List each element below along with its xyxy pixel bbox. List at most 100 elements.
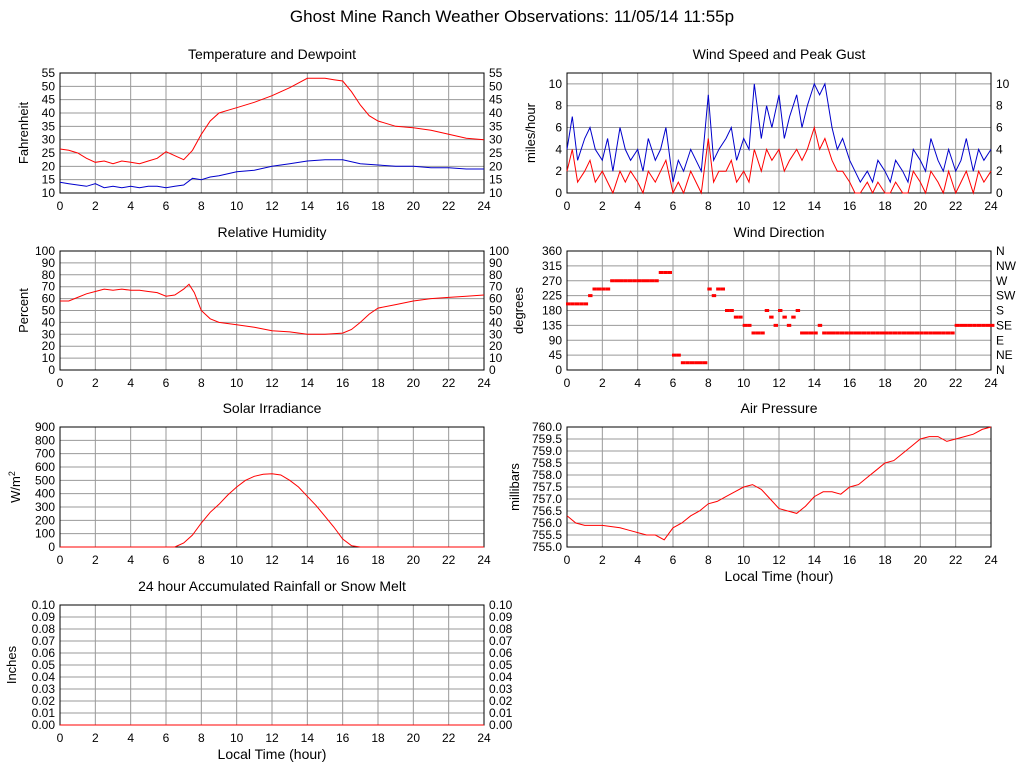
temp-ytick-label: 45 [42,93,56,107]
temp-xtick-label: 20 [407,199,421,213]
solar-xtick-label: 22 [442,553,456,567]
direction-point [672,353,677,357]
wind-ytick-label: 10 [549,77,563,91]
rain-ytick-label: 0.01 [32,706,56,720]
direction-right-tick-label: S [996,304,1004,318]
direction-ytick-label: 45 [549,348,563,362]
solar-xtick-label: 24 [477,553,491,567]
solar-xtick-label: 12 [265,553,279,567]
direction-point [711,294,717,298]
direction-point [937,331,942,335]
direction-point [619,279,624,283]
rain-right-tick-label: 0.09 [489,610,513,624]
direction-point [566,302,571,306]
direction-right-tick-label: SE [996,318,1012,332]
direction-point [755,331,761,335]
solar-ytick-label: 300 [35,500,55,514]
wind-xtick-label: 16 [843,199,857,213]
solar-xtick-label: 20 [407,553,421,567]
direction-point [738,315,743,319]
direction-point [857,331,862,335]
wind-xtick-label: 10 [737,199,751,213]
wind-title: Wind Speed and Peak Gust [693,46,866,62]
direction-point [685,361,690,365]
direction-point [923,331,929,335]
direction-point [866,331,871,335]
solar-xtick-label: 14 [301,553,315,567]
direction-point [614,279,619,283]
wind-ytick-label: 8 [555,99,562,113]
rain-xtick-label: 0 [57,731,64,745]
pressure-xlabel: Local Time (hour) [725,568,834,584]
direction-point [636,279,642,283]
solar-ytick-label: 200 [35,513,55,527]
direction-xtick-label: 6 [670,376,677,390]
direction-ytick-label: 135 [542,318,562,332]
humidity-right-tick-label: 20 [489,339,503,353]
rain-title: 24 hour Accumulated Rainfall or Snow Mel… [138,578,406,594]
direction-point [725,309,730,312]
page-title: Ghost Mine Ranch Weather Observations: 1… [289,7,735,26]
temp-right-tick-label: 40 [489,106,503,120]
direction-point [817,323,823,327]
humidity-right-tick-label: 70 [489,280,503,294]
pressure-ytick-label: 756.0 [532,516,562,530]
humidity-ylabel: Percent [16,288,31,333]
temp-xtick-label: 0 [57,199,64,213]
wind-right-tick-label: 4 [996,142,1003,156]
direction-point [963,323,968,327]
wind-xtick-label: 18 [878,199,892,213]
solar-ytick-label: 600 [35,460,55,474]
rain-xtick-label: 8 [198,731,205,745]
temp-ytick-label: 50 [42,79,56,93]
direction-point [773,323,778,327]
direction-point [733,315,739,319]
wind-xtick-label: 4 [634,199,641,213]
direction-point [791,315,796,319]
direction-point [605,287,611,291]
direction-point [680,361,686,365]
humidity-xtick-label: 0 [57,376,64,390]
pressure-ytick-label: 757.5 [532,480,562,494]
direction-right-tick-label: NW [996,259,1017,273]
direction-ytick-label: 180 [542,304,562,318]
direction-xtick-label: 18 [878,376,892,390]
pressure-ytick-label: 758.0 [532,468,562,482]
pressure-ylabel: millibars [507,463,522,511]
temp-xtick-label: 18 [371,199,385,213]
wind-xtick-label: 20 [914,199,928,213]
direction-point [808,331,814,335]
solar-xtick-label: 4 [127,553,134,567]
rain-right-tick-label: 0.05 [489,658,513,672]
temp-ytick-label: 30 [42,133,56,147]
wind-right-tick-label: 10 [996,77,1010,91]
direction-right-tick-label: NE [996,348,1013,362]
humidity-right-tick-label: 0 [489,363,496,377]
rain-ytick-label: 0.08 [32,622,56,636]
temp-right-tick-label: 50 [489,79,503,93]
temp-xtick-label: 2 [92,199,99,213]
temp-xtick-label: 22 [442,199,456,213]
pressure-xtick-label: 12 [772,553,786,567]
solar-xtick-label: 10 [230,553,244,567]
temp-ytick-label: 25 [42,146,56,160]
rain-xtick-label: 10 [230,731,244,745]
wind-series-line-0 [566,82,992,184]
solar-xtick-label: 2 [92,553,99,567]
solar-xtick-label: 0 [57,553,64,567]
solar-xtick-label: 6 [163,553,170,567]
direction-xtick-label: 20 [914,376,928,390]
temp-ytick-label: 15 [42,173,56,187]
direction-point [778,309,783,312]
pressure-xtick-label: 2 [599,553,606,567]
rain-right-tick-label: 0.07 [489,634,513,648]
direction-point [826,331,831,335]
humidity-ytick-label: 20 [42,339,56,353]
humidity-series-line-0 [60,283,485,335]
temp-right-tick-label: 10 [489,186,503,200]
wind-frame [566,72,992,194]
direction-point [601,287,606,291]
direction-point [976,323,982,327]
temp-xtick-label: 6 [163,199,170,213]
direction-point [804,331,809,335]
